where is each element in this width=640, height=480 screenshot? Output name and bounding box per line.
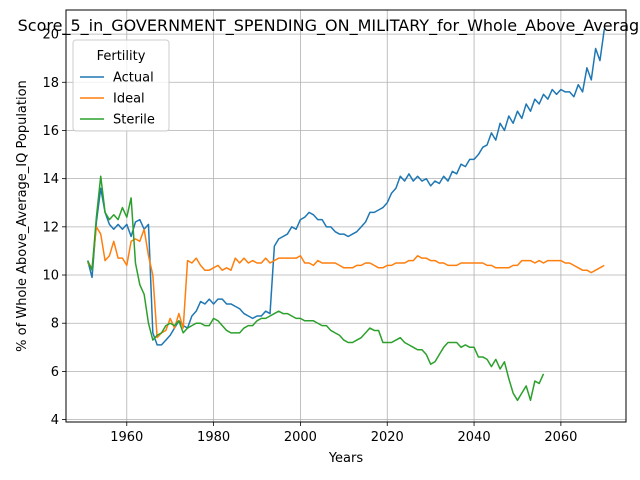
chart-title: Score_5_in_GOVERNMENT_SPENDING_ON_MILITA… <box>18 16 640 36</box>
grid <box>66 10 626 422</box>
y-tick-label: 10 <box>42 269 59 284</box>
x-tick-label: 2040 <box>458 430 491 445</box>
y-tick-label: 16 <box>42 124 59 139</box>
x-tick-label: 2060 <box>544 430 577 445</box>
y-tick-label: 4 <box>51 413 59 428</box>
x-tick-label: 1960 <box>110 430 143 445</box>
x-axis-ticks: 1960 1980 2000 2020 2040 2060 <box>110 422 577 445</box>
series-lines <box>86 29 606 402</box>
y-tick-label: 6 <box>51 365 59 380</box>
x-tick-label: 2020 <box>371 430 404 445</box>
legend-label-sterile: Sterile <box>113 113 155 128</box>
plot-frame <box>65 9 627 423</box>
x-axis-label: Years <box>328 451 364 466</box>
y-axis-label: % of Whole Above_Average_IQ Population <box>15 80 30 352</box>
legend: Fertility Actual Ideal Sterile <box>72 39 170 132</box>
series-line-ideal <box>87 226 605 339</box>
legend-items: Actual Ideal Sterile <box>80 71 155 128</box>
y-tick-label: 14 <box>42 172 59 187</box>
y-tick-label: 8 <box>51 317 59 332</box>
legend-box <box>72 39 170 132</box>
legend-title: Fertility <box>97 49 146 64</box>
x-tick-label: 1980 <box>197 430 230 445</box>
legend-label-ideal: Ideal <box>113 92 145 107</box>
y-tick-label: 20 <box>42 28 59 43</box>
series-line-sterile <box>87 175 545 402</box>
x-tick-label: 2000 <box>284 430 317 445</box>
legend-label-actual: Actual <box>113 71 154 86</box>
series-line-actual <box>86 29 606 346</box>
y-tick-label: 12 <box>42 220 59 235</box>
y-axis-ticks: 4 6 8 10 12 14 16 18 20 <box>42 28 66 428</box>
y-tick-label: 18 <box>42 76 59 91</box>
